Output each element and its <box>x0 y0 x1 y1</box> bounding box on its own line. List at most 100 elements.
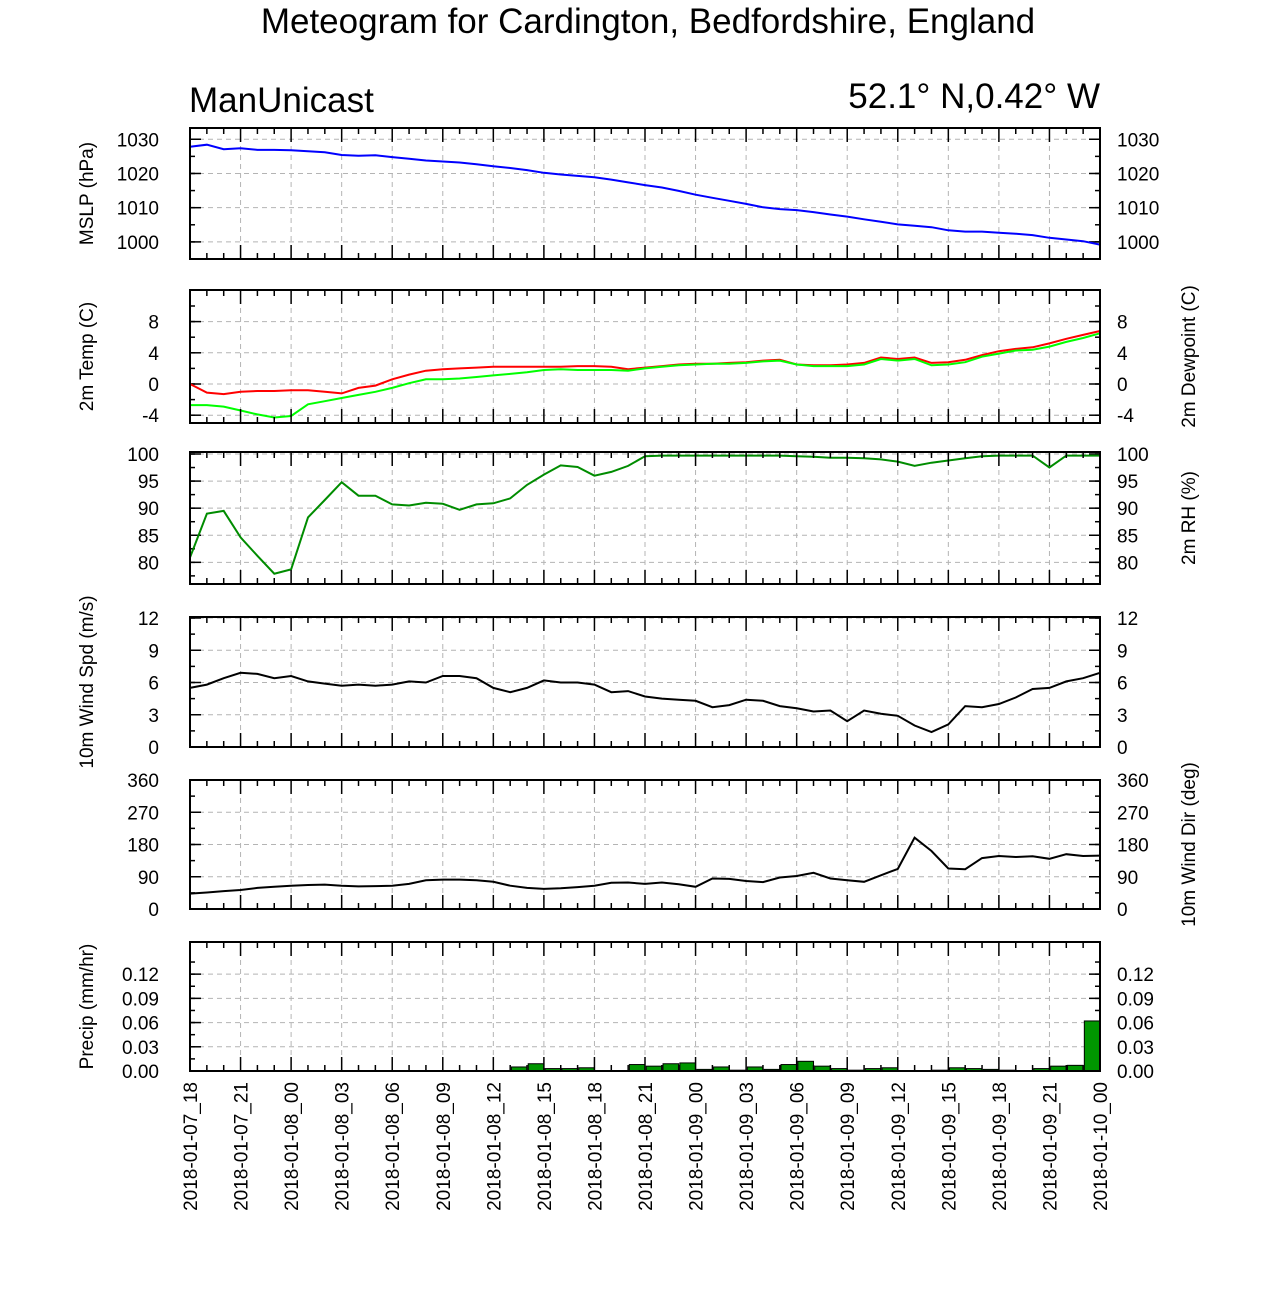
wind-direction-ytick-label-right: 360 <box>1117 771 1149 792</box>
wind-direction-ylabel-right: 10m Wind Dir (deg) <box>1179 762 1200 927</box>
x-tick-label: 2018-01-07_18 <box>181 1082 202 1211</box>
rh-ytick-label-right: 80 <box>1117 553 1138 574</box>
wind-speed-ytick-label-right: 0 <box>1117 738 1128 759</box>
location-coordinates: 52.1° N,0.42° W <box>848 77 1100 116</box>
temp-dewpoint-ytick-label-right: -4 <box>1117 406 1134 427</box>
precip-bar <box>679 1062 697 1072</box>
x-axis-labels: 2018-01-07_18 2018-01-07_21 2018-01-08_00 2… <box>181 1082 1112 1211</box>
wind-direction-frame <box>189 779 1101 910</box>
x-tick-label: 2018-01-09_15 <box>939 1082 960 1211</box>
wind-speed-ytick-label-right: 3 <box>1117 706 1128 727</box>
wind-direction-ytick-label-right: 90 <box>1117 868 1138 889</box>
chart-title: Meteogram for Cardington, Bedfordshire, … <box>261 2 1035 41</box>
x-tick-label: 2018-01-08_09 <box>434 1082 455 1211</box>
wind-direction-ytick-label-right: 0 <box>1117 900 1128 921</box>
rh-ytick-label-left: 100 <box>127 445 159 466</box>
temp-dewpoint-ytick-label-right: 4 <box>1117 344 1128 365</box>
temp-dewpoint-ytick-label-right: 8 <box>1117 313 1128 334</box>
mslp-ylabel-left: MSLP (hPa) <box>77 142 98 245</box>
wind-direction-ytick-label-left: 180 <box>127 836 159 857</box>
x-tick-label: 2018-01-08_03 <box>333 1082 354 1211</box>
wind-speed-ylabel-left: 10m Wind Spd (m/s) <box>77 595 98 768</box>
precip-bar <box>1083 1020 1101 1072</box>
x-tick-label: 2018-01-09_12 <box>889 1082 910 1211</box>
rh-panel: 80 80 85 85 90 90 95 95 100 100 2m RH (%) <box>127 445 1200 585</box>
model-name: ManUnicast <box>189 81 374 120</box>
wind-speed-ytick-label-left: 9 <box>148 641 159 662</box>
wind-direction-ytick-label-right: 180 <box>1117 836 1149 857</box>
precip-panel: 0.00 0.00 0.03 0.03 0.06 0.06 0.09 0.09 0.12 0.12… <box>77 941 1154 1083</box>
wind-speed-ytick-label-right: 9 <box>1117 641 1128 662</box>
precip-ytick-label-left: 0.00 <box>122 1062 159 1083</box>
rh-ytick-label-left: 80 <box>138 553 159 574</box>
precip-ylabel-left: Precip (mm/hr) <box>77 944 98 1070</box>
mslp-ytick-label-left: 1010 <box>117 199 159 220</box>
mslp-ytick-label-left: 1020 <box>117 164 159 185</box>
precip-frame <box>189 941 1101 1072</box>
wind-direction-series-line-0 <box>189 836 1101 895</box>
precip-ytick-label-right: 0.09 <box>1117 989 1154 1010</box>
x-tick-label: 2018-01-10_00 <box>1091 1082 1112 1211</box>
precip-ytick-label-right: 0.00 <box>1117 1062 1154 1083</box>
x-tick-label: 2018-01-09_06 <box>788 1082 809 1211</box>
wind-speed-panel: 0 0 3 3 6 6 9 9 12 12 10m Wind Spd (m/s) <box>77 595 1138 768</box>
precip-ytick-label-right: 0.03 <box>1117 1038 1154 1059</box>
temp-dewpoint-frame <box>189 289 1101 424</box>
temp-dewpoint-ytick-label-left: -4 <box>142 406 159 427</box>
x-tick-label: 2018-01-08_18 <box>585 1082 606 1211</box>
temp-dewpoint-ytick-label-left: 4 <box>148 344 159 365</box>
mslp-panel: 1000 1000 1010 1010 1020 1020 1030 1030 MSLP (hP… <box>77 127 1159 260</box>
temp-dewpoint-panel: -4 -4 0 0 4 4 8 8 2m Temp (C) 2m Dewpoint (C) <box>77 285 1200 428</box>
wind-speed-ytick-label-right: 6 <box>1117 674 1128 695</box>
wind-direction-panel: 0 0 90 90 180 180 270 270 360 360 10m Wind Dir (de… <box>127 762 1200 927</box>
wind-direction-ytick-label-left: 0 <box>148 900 159 921</box>
rh-frame <box>189 451 1101 585</box>
precip-ytick-label-right: 0.06 <box>1117 1014 1154 1035</box>
mslp-ytick-label-left: 1000 <box>117 233 159 254</box>
wind-speed-ytick-label-left: 12 <box>138 609 159 630</box>
precip-bar <box>527 1063 545 1072</box>
mslp-ytick-label-right: 1010 <box>1117 199 1159 220</box>
precip-bar <box>797 1060 815 1072</box>
x-tick-label: 2018-01-08_15 <box>535 1082 556 1211</box>
wind-direction-ytick-label-left: 270 <box>127 803 159 824</box>
x-tick-label: 2018-01-08_00 <box>282 1082 303 1211</box>
mslp-ytick-label-right: 1000 <box>1117 233 1159 254</box>
mslp-ytick-label-right: 1030 <box>1117 130 1159 151</box>
precip-ytick-label-left: 0.03 <box>122 1038 159 1059</box>
precip-ytick-label-right: 0.12 <box>1117 965 1154 986</box>
temp-dewpoint-series-line-1 <box>190 332 1101 419</box>
x-tick-label: 2018-01-09_18 <box>990 1082 1011 1211</box>
temp-dewpoint-ylabel-left: 2m Temp (C) <box>77 302 98 411</box>
wind-direction-ytick-label-left: 360 <box>127 771 159 792</box>
wind-direction-ytick-label-left: 90 <box>138 868 159 889</box>
precip-ytick-label-left: 0.09 <box>122 989 159 1010</box>
precip-ytick-label-left: 0.06 <box>122 1014 159 1035</box>
wind-direction-ytick-label-right: 270 <box>1117 803 1149 824</box>
precip-ytick-label-left: 0.12 <box>122 965 159 986</box>
wind-speed-ytick-label-left: 6 <box>148 674 159 695</box>
x-tick-label: 2018-01-08_06 <box>383 1082 404 1211</box>
rh-ytick-label-right: 100 <box>1117 445 1149 466</box>
wind-speed-frame <box>189 616 1101 748</box>
mslp-series-line-0 <box>189 143 1101 246</box>
x-tick-label: 2018-01-09_09 <box>838 1082 859 1211</box>
rh-ylabel-right: 2m RH (%) <box>1179 471 1200 565</box>
mslp-ytick-label-left: 1030 <box>117 130 159 151</box>
rh-ytick-label-right: 90 <box>1117 499 1138 520</box>
rh-ytick-label-right: 95 <box>1117 472 1138 493</box>
x-tick-label: 2018-01-09_00 <box>687 1082 708 1211</box>
rh-ytick-label-left: 85 <box>138 526 159 547</box>
x-tick-label: 2018-01-08_21 <box>636 1082 657 1211</box>
x-tick-label: 2018-01-09_21 <box>1040 1082 1061 1211</box>
wind-speed-ytick-label-right: 12 <box>1117 609 1138 630</box>
precip-bar <box>662 1063 680 1072</box>
temp-dewpoint-ytick-label-right: 0 <box>1117 375 1128 396</box>
wind-speed-ytick-label-left: 3 <box>148 706 159 727</box>
mslp-ytick-label-right: 1020 <box>1117 164 1159 185</box>
rh-ytick-label-right: 85 <box>1117 526 1138 547</box>
x-tick-label: 2018-01-07_21 <box>232 1082 253 1211</box>
mslp-frame <box>189 127 1101 260</box>
temp-dewpoint-ytick-label-left: 0 <box>148 375 159 396</box>
